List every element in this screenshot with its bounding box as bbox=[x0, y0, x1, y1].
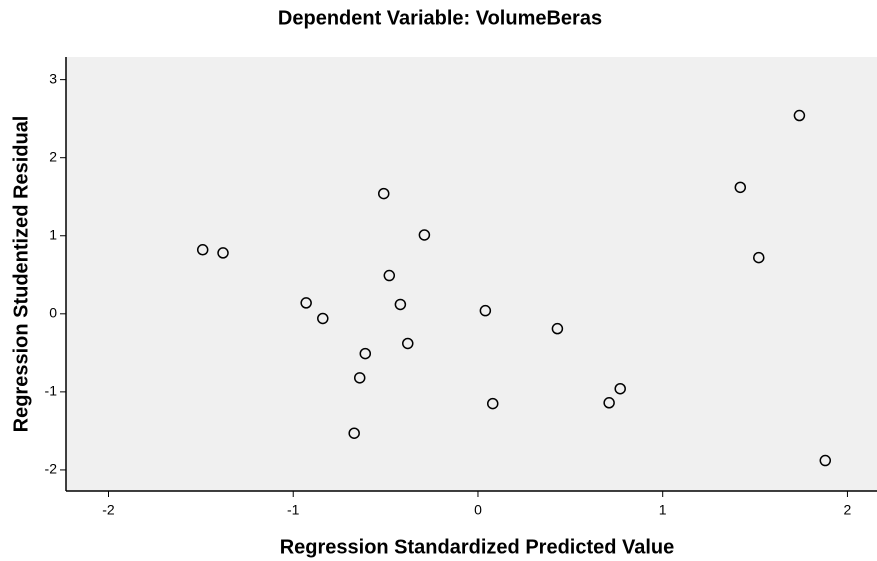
point bbox=[734, 181, 747, 194]
point bbox=[819, 454, 832, 467]
point bbox=[614, 382, 626, 395]
y-tick-label: -2 bbox=[45, 461, 58, 477]
point bbox=[479, 304, 492, 317]
point bbox=[300, 297, 312, 309]
point bbox=[359, 347, 372, 360]
y-tick-label: 0 bbox=[49, 305, 57, 321]
x-axis-label: Regression Standardized Predicted Value bbox=[280, 536, 675, 558]
point bbox=[603, 397, 615, 409]
point bbox=[793, 109, 806, 122]
x-tick-label: 2 bbox=[844, 502, 852, 518]
point bbox=[217, 247, 229, 259]
x-tick-label: 0 bbox=[474, 502, 482, 518]
point bbox=[394, 298, 407, 311]
x-tick-label: -2 bbox=[102, 502, 115, 518]
point bbox=[402, 337, 414, 350]
chart-title: Dependent Variable: VolumeBeras bbox=[278, 7, 602, 29]
point bbox=[383, 269, 396, 282]
y-tick-label: 1 bbox=[49, 226, 57, 242]
point bbox=[418, 229, 431, 241]
point bbox=[196, 244, 209, 256]
point bbox=[753, 251, 765, 264]
y-tick-label: 2 bbox=[49, 148, 57, 164]
x-tick-label: -1 bbox=[287, 502, 300, 518]
y-tick-label: -1 bbox=[45, 383, 58, 399]
x-tick-label: 1 bbox=[659, 502, 667, 518]
y-axis-label: Regression Studentized Residual bbox=[10, 116, 32, 433]
y-tick-label: 3 bbox=[49, 70, 57, 86]
point bbox=[348, 427, 360, 439]
plot-area bbox=[66, 57, 877, 491]
point bbox=[486, 397, 499, 410]
point bbox=[377, 187, 390, 200]
point bbox=[317, 312, 329, 325]
point bbox=[551, 322, 564, 335]
point bbox=[353, 372, 366, 384]
